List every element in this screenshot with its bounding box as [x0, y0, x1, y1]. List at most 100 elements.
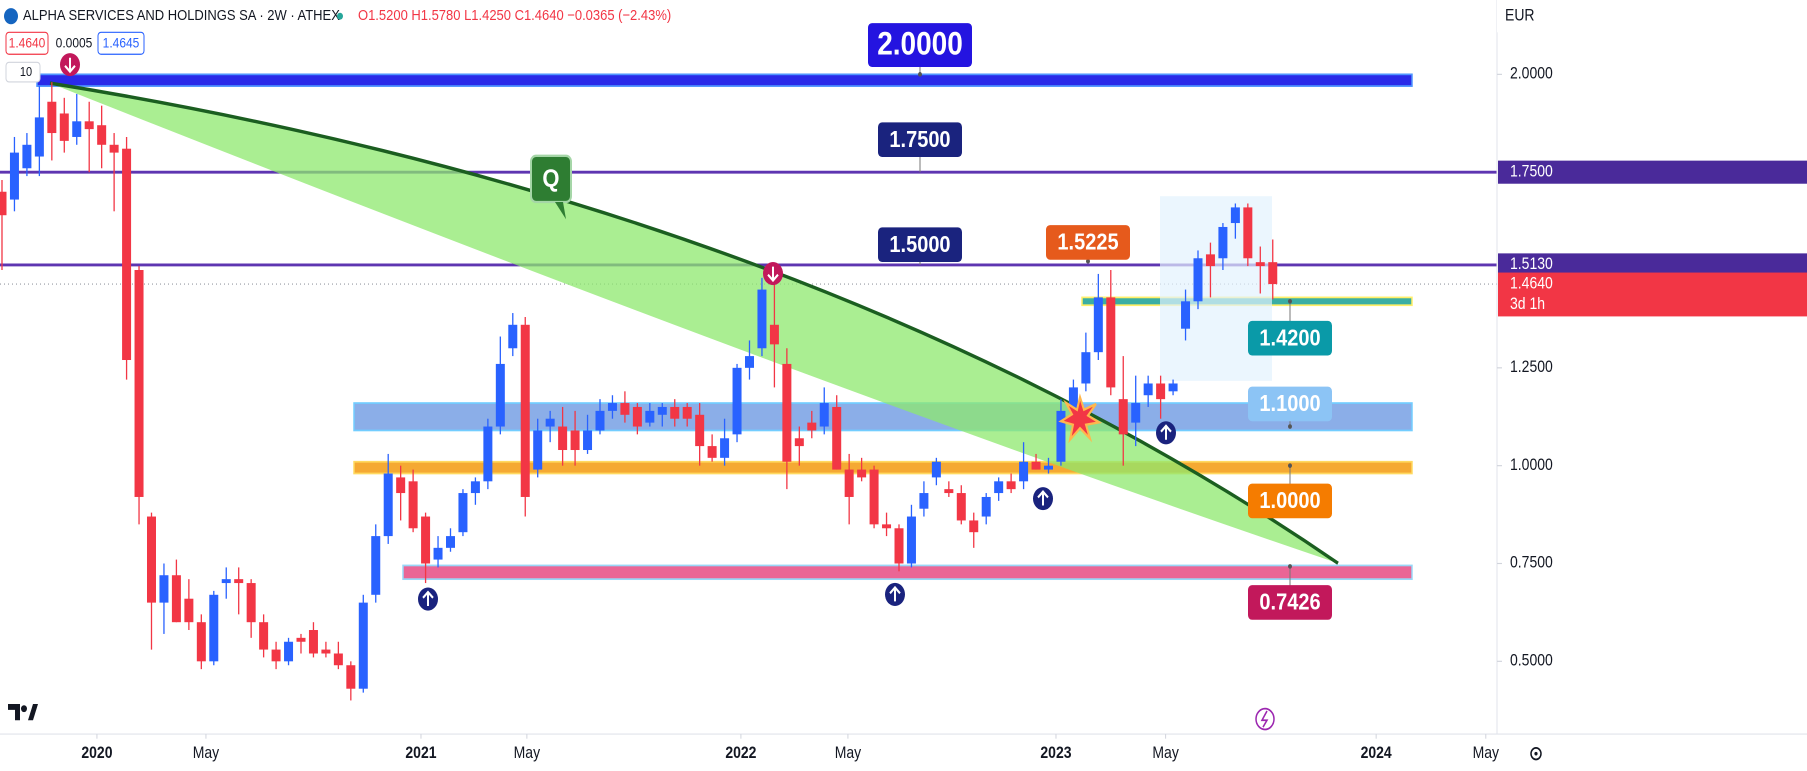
tag-label: 2.0000	[877, 27, 963, 62]
candle-body	[0, 191, 7, 216]
y-tick-label: 2.0000	[1510, 65, 1553, 83]
level-point	[1288, 564, 1292, 569]
candle-body	[396, 477, 406, 494]
candle-body	[421, 516, 431, 564]
candle-body	[1218, 226, 1228, 259]
candle-body	[234, 579, 244, 584]
y-tick-label: 0.5000	[1510, 652, 1553, 670]
interval-badge-box[interactable]	[5, 61, 41, 83]
countdown-label: 3d 1h	[1510, 295, 1545, 313]
candle-body	[59, 113, 69, 141]
x-tick-label: May	[193, 744, 220, 762]
candle-body	[869, 469, 879, 525]
header: ALPHA SERVICES AND HOLDINGS SA · 2W · AT…	[4, 0, 1807, 83]
candle-body	[9, 152, 19, 200]
candle-body	[184, 598, 194, 623]
zone	[353, 402, 1413, 432]
candle-body	[832, 406, 842, 470]
q-badge: Q	[530, 154, 572, 220]
candle-body	[707, 446, 717, 458]
currency-bg	[1497, 0, 1807, 33]
level-point	[1288, 463, 1292, 468]
candle-body	[483, 426, 493, 482]
candle-body	[1181, 301, 1191, 329]
candle-body	[433, 547, 443, 560]
overlay-layer: Q 2.0000 1.4200 1.1000 1.0000 0.7426 1.7500 1.…	[8, 23, 1332, 731]
axis-price-label: 1.7500	[1510, 163, 1553, 181]
tag-box	[878, 122, 962, 157]
tag-label: 1.5000	[889, 231, 950, 258]
price-axis-bg	[1497, 0, 1807, 771]
candle-body	[271, 649, 281, 662]
x-tick-label: 2021	[405, 744, 436, 762]
signal-up	[885, 582, 905, 606]
candle-body	[931, 461, 941, 478]
signal-up	[1156, 421, 1176, 445]
x-tick-label: 2024	[1361, 744, 1393, 762]
ohlc-values: O1.5200 H1.5780 L1.4250 C1.4640 −0.0365 …	[358, 6, 671, 23]
bid-price: 1.4640	[9, 35, 46, 51]
candle-body	[1093, 297, 1103, 353]
wedge-fill	[50, 83, 1338, 564]
tag-label: 1.4200	[1259, 324, 1320, 351]
signal-down	[60, 53, 80, 77]
ask-price: 1.4645	[103, 35, 140, 51]
symbol-title[interactable]: ALPHA SERVICES AND HOLDINGS SA · 2W · AT…	[23, 6, 340, 23]
candle-body	[807, 422, 817, 431]
tag-label: 1.1000	[1259, 390, 1320, 417]
candle-body	[333, 653, 343, 666]
candle-body	[1243, 207, 1253, 259]
candle-body	[97, 125, 107, 145]
candle-body	[558, 426, 568, 451]
candle-body	[794, 438, 804, 447]
candle-body	[969, 520, 979, 533]
x-tick-label: 2020	[81, 744, 112, 762]
candle-body	[1255, 262, 1265, 267]
candle-body	[894, 528, 904, 564]
candle-body	[1230, 207, 1240, 224]
candle-body	[607, 403, 617, 411]
candle-body	[109, 144, 119, 153]
candle-body	[246, 583, 256, 623]
candle-body	[84, 121, 94, 130]
candle-body	[371, 536, 381, 595]
market-status	[337, 12, 343, 20]
tag-box	[1046, 225, 1130, 260]
candle-body	[695, 414, 705, 447]
candle-body	[981, 496, 991, 517]
tag-label: 1.0000	[1259, 487, 1320, 514]
candle-body	[321, 649, 331, 654]
candle-body	[1043, 465, 1053, 470]
candle-body	[570, 430, 580, 451]
candle-body	[470, 481, 480, 494]
candle-body	[134, 270, 144, 497]
candle-body	[1118, 399, 1128, 435]
x-tick-label: May	[1473, 744, 1500, 762]
bid-box[interactable]	[5, 31, 49, 55]
y-tick-label: 1.2500	[1510, 358, 1553, 376]
settings-icon[interactable]	[1530, 747, 1542, 761]
candle-body	[520, 324, 530, 497]
tag-box	[1248, 386, 1332, 422]
signal-up	[418, 587, 438, 611]
ask-box[interactable]	[97, 31, 145, 55]
x-tick-label: May	[514, 744, 541, 762]
candle-body	[645, 410, 655, 423]
tag-label: 1.5225	[1057, 228, 1118, 255]
candle-body	[358, 602, 368, 689]
currency[interactable]: EUR	[1505, 7, 1535, 25]
candle-body	[308, 630, 318, 654]
x-tick-label: May	[835, 744, 862, 762]
candle-body	[944, 489, 954, 494]
candle-body	[1168, 383, 1178, 392]
candle-body	[408, 481, 418, 529]
candle-body	[1131, 403, 1141, 423]
y-tick-label: 1.0000	[1510, 456, 1553, 474]
tradingview-logo	[8, 704, 38, 721]
candle-body	[994, 481, 1004, 494]
tag-box	[1248, 320, 1332, 356]
signal-up	[1033, 487, 1053, 511]
